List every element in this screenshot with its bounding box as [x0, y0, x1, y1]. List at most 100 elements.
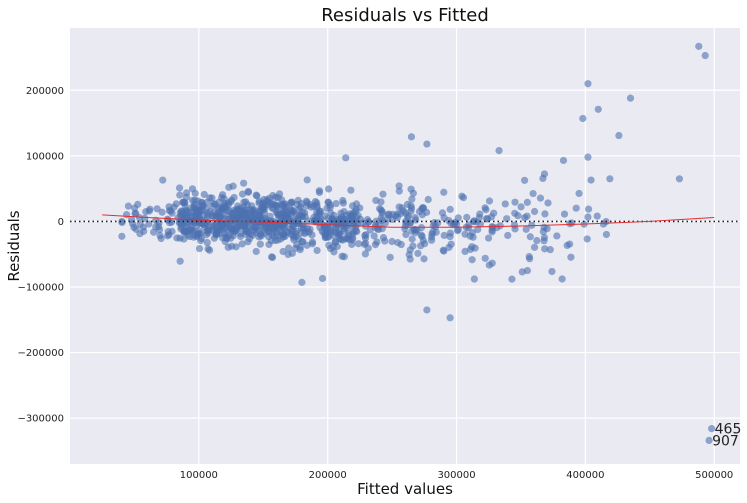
- data-point: [421, 240, 429, 248]
- data-point: [175, 184, 184, 192]
- data-point: [501, 200, 509, 208]
- data-point: [414, 249, 422, 258]
- data-point: [208, 220, 217, 229]
- data-point: [155, 219, 163, 227]
- data-point: [325, 185, 333, 193]
- data-point: [315, 188, 324, 197]
- data-point: [180, 235, 188, 243]
- data-point: [274, 208, 282, 216]
- x-axis-title: Fitted values: [357, 480, 453, 498]
- data-point: [353, 227, 361, 236]
- data-point: [167, 218, 176, 226]
- data-point: [563, 241, 571, 250]
- data-point: [122, 211, 131, 219]
- data-point: [164, 228, 172, 236]
- data-point: [615, 131, 623, 140]
- data-point: [247, 212, 255, 220]
- data-point: [256, 207, 264, 216]
- data-point: [584, 80, 592, 88]
- data-point: [374, 225, 382, 234]
- data-point: [351, 208, 360, 216]
- data-point: [504, 231, 512, 240]
- data-point: [445, 216, 453, 225]
- data-point: [539, 228, 547, 236]
- data-point: [203, 204, 211, 212]
- data-point: [458, 192, 466, 200]
- data-point: [268, 203, 276, 212]
- data-point: [503, 215, 511, 223]
- data-point: [440, 188, 448, 196]
- data-point: [225, 183, 233, 191]
- data-point: [541, 210, 549, 218]
- data-point: [461, 247, 469, 256]
- data-point: [284, 250, 292, 258]
- data-point: [575, 189, 583, 198]
- data-point: [361, 250, 369, 258]
- data-point: [253, 192, 261, 200]
- data-point: [191, 232, 199, 240]
- data-point: [508, 275, 516, 283]
- data-point: [370, 232, 378, 240]
- data-point: [331, 228, 340, 236]
- data-point: [274, 236, 282, 244]
- data-point: [250, 224, 258, 232]
- data-point: [224, 201, 233, 209]
- data-point: [237, 214, 245, 223]
- data-point: [345, 230, 353, 238]
- data-point: [244, 187, 252, 196]
- y-axis-title: Residuals: [5, 210, 23, 281]
- data-point: [191, 196, 199, 204]
- data-point: [446, 314, 454, 322]
- data-point: [342, 154, 350, 162]
- data-point: [218, 223, 226, 231]
- data-point: [511, 198, 519, 206]
- data-point: [395, 182, 403, 190]
- data-point: [548, 267, 556, 276]
- data-point: [249, 231, 257, 239]
- data-point: [340, 253, 348, 261]
- data-point: [430, 219, 438, 227]
- data-point: [224, 243, 232, 251]
- data-point: [165, 206, 174, 215]
- data-point: [546, 246, 554, 254]
- data-point: [397, 240, 405, 249]
- data-point: [559, 156, 568, 165]
- data-point: [339, 196, 347, 205]
- data-point: [372, 196, 380, 205]
- chart-title: Residuals vs Fitted: [321, 5, 489, 26]
- data-point: [517, 203, 525, 211]
- data-point: [440, 231, 448, 240]
- data-point: [408, 235, 416, 243]
- data-point: [487, 213, 496, 221]
- data-point: [411, 213, 419, 222]
- data-point: [695, 42, 703, 50]
- data-point: [423, 306, 431, 314]
- data-point: [252, 247, 260, 256]
- data-point: [451, 218, 459, 226]
- data-point: [237, 204, 245, 212]
- data-point: [269, 223, 277, 231]
- data-point: [322, 229, 330, 237]
- data-point: [313, 199, 321, 207]
- data-point: [541, 245, 549, 253]
- y-tick-label: 0: [58, 217, 64, 228]
- data-point: [340, 225, 348, 233]
- data-point: [118, 218, 126, 227]
- data-point: [282, 203, 290, 211]
- data-point: [530, 243, 539, 251]
- data-point: [295, 205, 303, 213]
- data-point: [379, 190, 387, 198]
- data-point: [195, 244, 204, 253]
- data-point: [445, 243, 453, 252]
- x-tick-label: 300000: [437, 470, 475, 481]
- data-point: [476, 210, 484, 218]
- data-point: [446, 205, 454, 213]
- data-point: [599, 220, 608, 228]
- data-point: [544, 199, 552, 207]
- data-point: [182, 206, 190, 215]
- data-point: [463, 213, 471, 221]
- data-point: [540, 237, 548, 245]
- data-point: [408, 227, 416, 235]
- data-point: [157, 234, 165, 243]
